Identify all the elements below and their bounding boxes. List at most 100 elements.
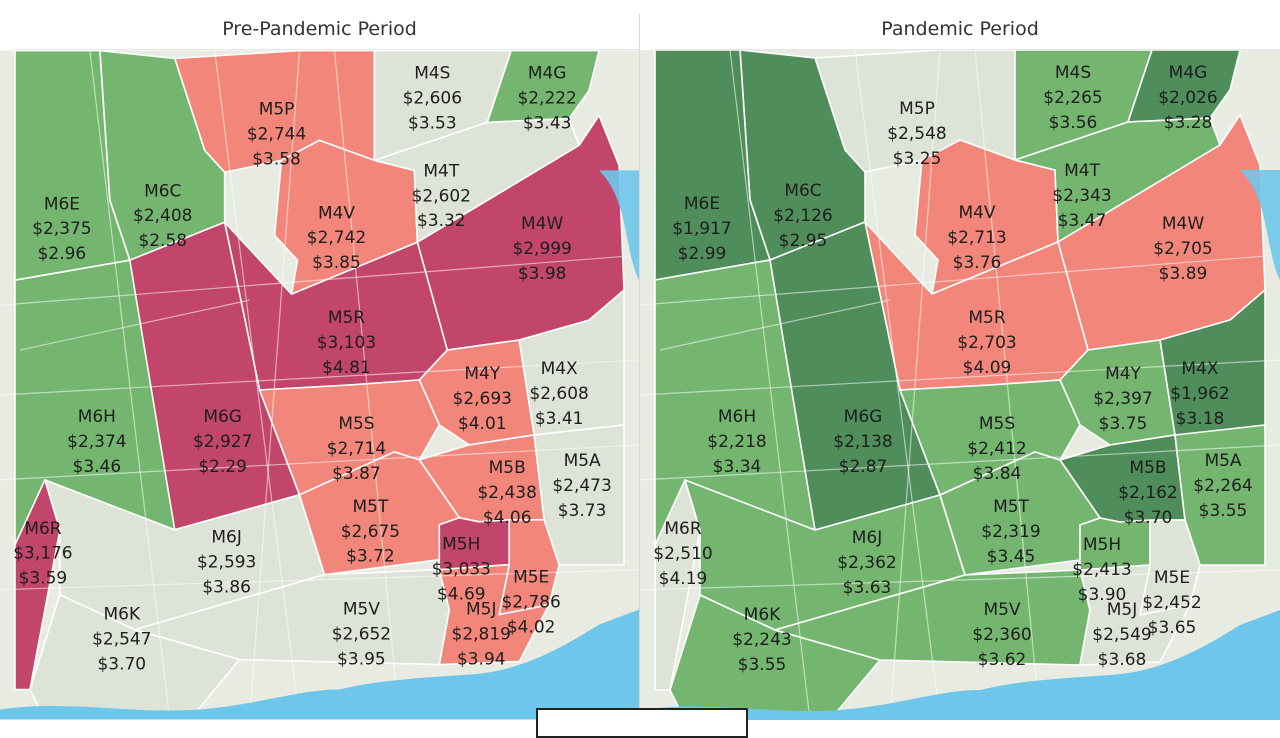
region-m6e[interactable]: [654, 50, 771, 281]
postal-code-label: M4W: [521, 214, 563, 234]
price-per-sqft-label: $2.29: [198, 457, 247, 477]
rent-label: $2,218: [707, 432, 766, 452]
region-m6e[interactable]: [14, 50, 131, 281]
postal-code-label: M4X: [1181, 359, 1218, 379]
region-m4g[interactable]: [1127, 50, 1241, 123]
price-per-sqft-label: $3.75: [1099, 414, 1148, 434]
postal-code-label: M6E: [684, 194, 720, 214]
price-per-sqft-label: $3.41: [535, 409, 584, 429]
region-m5a[interactable]: [533, 424, 625, 566]
road-line: [974, 50, 1041, 720]
region-label-m6r: M6R $3,176 $3.59: [13, 519, 72, 589]
region-label-m5s: M5S $2,412 $3.84: [967, 414, 1026, 484]
rent-label: $2,473: [552, 476, 611, 496]
region-label-m4g: M4G $2,026 $3.28: [1158, 63, 1217, 133]
road-line: [0, 569, 639, 591]
road-line: [640, 444, 1280, 481]
rent-label: $2,786: [501, 593, 560, 613]
region-label-m5b: M5B $2,162 $3.70: [1118, 458, 1177, 528]
price-per-sqft-label: $3.94: [457, 650, 506, 670]
postal-code-label: M5J: [466, 600, 496, 620]
region-label-m6c: M6C $2,126 $2.95: [773, 181, 832, 251]
postal-code-label: M5V: [983, 600, 1020, 620]
road-line: [889, 50, 941, 720]
postal-code-label: M4Y: [464, 364, 500, 384]
price-per-sqft-label: $4.06: [483, 508, 532, 528]
choropleth-map[interactable]: M5P $2,744 $3.58 M4S $2,606 $3.53 M4G $2,222 $3.…: [0, 50, 639, 720]
region-label-m6h: M6H $2,218 $3.34: [707, 407, 766, 477]
price-per-sqft-label: $3.58: [252, 149, 301, 169]
rent-label: $2,162: [1118, 483, 1177, 503]
rent-label: $2,549: [1092, 625, 1151, 645]
postal-code-label: M6E: [44, 194, 80, 214]
rent-label: $2,264: [1193, 476, 1252, 496]
postal-code-label: M5R: [328, 308, 365, 328]
region-m6r[interactable]: [654, 479, 701, 691]
price-per-sqft-label: $2.58: [138, 231, 187, 251]
price-per-sqft-label: $3.72: [346, 547, 395, 567]
map-panel-pandemic: Pandemic Period M5P $2,548 $3.25 M4S $2,265 $…: [640, 0, 1280, 720]
postal-code-label: M5E: [1154, 568, 1190, 588]
postal-code-label: M6R: [24, 519, 61, 539]
price-per-sqft-label: $3.70: [1124, 508, 1173, 528]
road-line: [249, 50, 301, 720]
rent-label: $2,452: [1142, 593, 1201, 613]
region-m5j[interactable]: [1079, 564, 1191, 666]
legend-box[interactable]: [536, 708, 748, 738]
region-label-m6g: M6G $2,138 $2.87: [833, 407, 892, 477]
region-label-m4t: M4T $2,343 $3.47: [1052, 161, 1111, 231]
region-label-m6g: M6G $2,927 $2.29: [193, 407, 252, 477]
postal-code-label: M5H: [442, 535, 480, 555]
price-per-sqft-label: $3.47: [1058, 211, 1107, 231]
rent-label: $2,510: [653, 544, 712, 564]
postal-code-label: M5T: [353, 497, 389, 517]
rent-label: $2,675: [341, 522, 400, 542]
price-per-sqft-label: $3.86: [202, 578, 251, 598]
rent-label: $2,138: [833, 432, 892, 452]
postal-code-label: M5S: [338, 414, 374, 434]
region-label-m6c: M6C $2,408 $2.58: [133, 181, 192, 251]
postal-code-label: M6C: [784, 181, 821, 201]
region-m5a[interactable]: [1174, 424, 1266, 566]
road-line: [214, 50, 301, 720]
lake-ontario: [640, 610, 1280, 720]
rent-label: $2,927: [193, 432, 252, 452]
rent-label: $2,703: [957, 333, 1016, 353]
price-per-sqft-label: $3.87: [332, 464, 381, 484]
price-per-sqft-label: $3.76: [953, 253, 1002, 273]
rent-label: $2,547: [92, 630, 151, 650]
lake-ontario: [0, 609, 639, 720]
rent-label: $3,103: [317, 333, 376, 353]
region-label-m5h: M5H $3,033 $4.69: [432, 535, 491, 605]
postal-code-label: M4W: [1162, 214, 1204, 234]
region-m5j[interactable]: [438, 563, 550, 666]
price-per-sqft-label: $3.89: [1159, 264, 1208, 284]
region-label-m6e: M6E $2,375 $2.96: [32, 194, 91, 264]
price-per-sqft-label: $3.98: [518, 264, 567, 284]
price-per-sqft-label: $3.46: [73, 457, 122, 477]
price-per-sqft-label: $4.81: [322, 358, 371, 378]
price-per-sqft-label: $4.19: [659, 569, 708, 589]
rent-label: $2,374: [67, 432, 126, 452]
region-label-m5a: M5A $2,264 $3.55: [1193, 451, 1252, 521]
region-m6r[interactable]: [14, 479, 61, 691]
map-title: Pre-Pandemic Period: [222, 18, 417, 40]
region-label-m5p: M5P $2,548 $3.25: [887, 99, 946, 169]
river: [1240, 170, 1280, 280]
price-per-sqft-label: $3.28: [1164, 113, 1213, 133]
postal-code-label: M5B: [489, 458, 526, 478]
region-label-m5v: M5V $2,360 $3.62: [972, 600, 1031, 670]
price-per-sqft-label: $3.95: [337, 650, 386, 670]
road-line: [89, 50, 171, 720]
region-m4g[interactable]: [486, 50, 600, 124]
postal-code-label: M5P: [259, 99, 295, 119]
rent-label: $2,413: [1072, 560, 1131, 580]
postal-code-label: M4G: [528, 63, 567, 83]
choropleth-map[interactable]: M5P $2,548 $3.25 M4S $2,265 $3.56 M4G $2,026 $3.…: [640, 50, 1280, 720]
map-panel-pre-pandemic: Pre-Pandemic Period M5P $2,744 $3.58 M4S $2,…: [0, 0, 639, 720]
rent-label: $2,744: [247, 124, 306, 144]
price-per-sqft-label: $3.25: [893, 149, 942, 169]
postal-code-label: M4V: [318, 203, 355, 223]
rent-label: $2,412: [967, 439, 1026, 459]
region-label-m6k: M6K $2,243 $3.55: [732, 605, 791, 675]
